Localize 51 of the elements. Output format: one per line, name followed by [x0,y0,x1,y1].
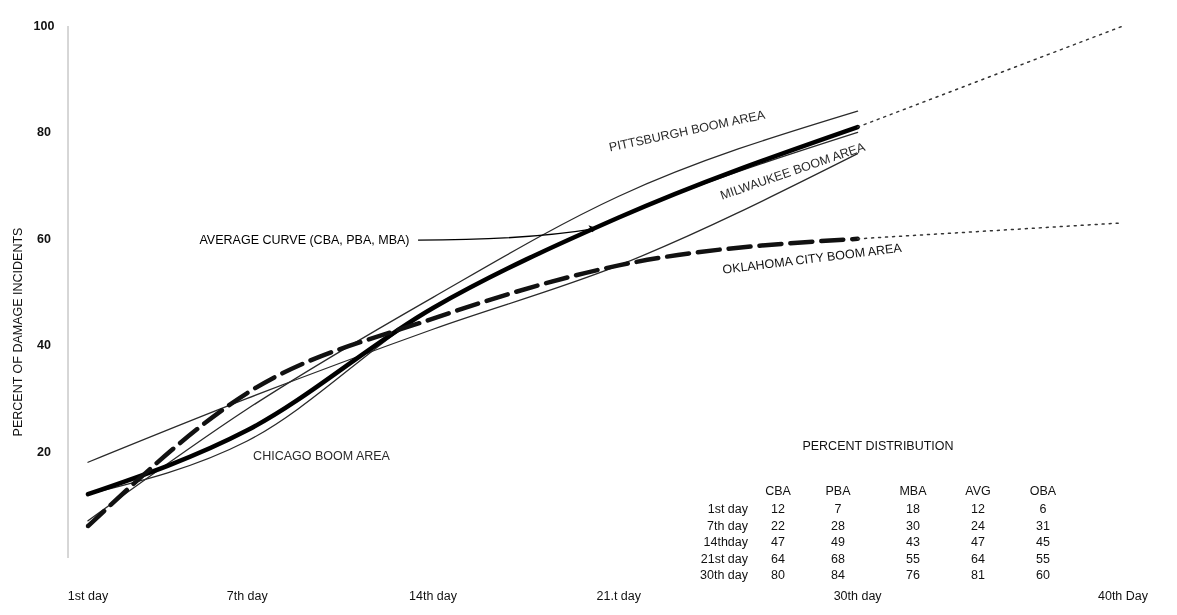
annotation: 24 [971,518,985,533]
annotation: 12 [971,502,985,516]
annotation: 30 [906,518,920,533]
text: AVERAGE CURVE (CBA, PBA, MBA) [199,233,410,248]
text: 76 [906,568,920,582]
x-tick-label: 7th day [226,589,269,603]
annotation: 18 [906,502,920,516]
text: 60 [1036,568,1050,582]
x-tick-label: 14th day [409,589,458,603]
series-label: CHICAGO BOOM AREA [253,448,391,463]
annotation: 22 [771,518,785,533]
annotation: 64 [771,551,785,566]
annotation: OBA [1029,484,1057,498]
annotation: 31 [1036,518,1050,533]
annotation: 45 [1036,535,1050,549]
y-tick-label: 40 [37,338,51,353]
annotation: 21st day [700,551,749,566]
annotation: 28 [831,518,845,533]
annotation: 55 [1036,551,1050,566]
annotation: 68 [831,551,845,566]
text: PERCENT DISTRIBUTION [802,439,954,453]
annotation: MBA [899,484,928,498]
y-tick-label: 80 [37,125,51,140]
x-tick-label: 40th Day [1097,589,1149,603]
y-tick-label: 20 [37,444,51,459]
annotation: 14thday [703,535,749,549]
y-tick-label: 60 [37,231,51,246]
annotation: 1st day [707,502,749,516]
text: 81 [971,568,985,582]
annotation: 64 [971,551,985,566]
annotation: 7 [834,502,842,516]
annotation: 47 [771,535,785,549]
annotation: PBA [825,484,852,498]
text: 30th day [700,568,749,582]
y-tick-label: 100 [33,19,55,33]
annotation: 43 [906,535,920,549]
annotation: 55 [906,551,920,566]
text: OKLAHOMA CITY BOOM AREA [721,240,904,277]
text: 80 [771,568,785,582]
annotation: 47 [971,535,985,549]
annotation: CBA [765,484,792,498]
x-tick-label: 1st day [67,589,109,603]
annotation: AVG [965,484,991,498]
x-tick-label: 21.t day [596,589,642,603]
text: 84 [831,568,845,582]
annotation: 7th day [706,518,749,533]
annotation: 49 [831,535,845,549]
annotation: 6 [1039,502,1047,516]
y-axis-title: PERCENT OF DAMAGE INCIDENTS [11,227,25,437]
x-tick-label: 30th day [833,589,883,603]
annotation: 12 [771,502,785,516]
